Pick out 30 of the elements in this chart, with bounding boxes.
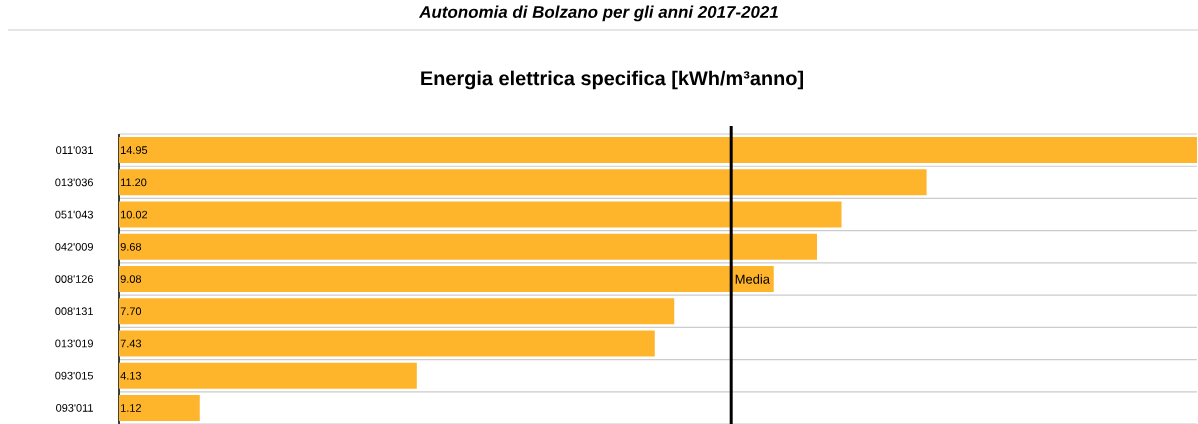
bar [119, 137, 1198, 164]
y-tick-label: 008'126 [55, 275, 93, 283]
bar [119, 330, 655, 357]
data-label: 9.08 [120, 275, 142, 283]
bar [119, 201, 842, 228]
bar [119, 298, 675, 325]
y-tick-label: 013'036 [55, 178, 93, 187]
chart-title: Energia elettrica specifica [kWh/m³anno] [421, 70, 803, 90]
y-tick-label: 013'019 [55, 339, 93, 348]
y-tick-label: 011'031 [56, 146, 93, 154]
y-tick-label: 093'011 [56, 404, 93, 412]
y-tick-label: 051'043 [55, 210, 93, 219]
bar [119, 169, 927, 196]
data-label: 7.70 [120, 307, 142, 316]
data-label: 11.20 [121, 178, 147, 187]
y-tick-label: 042'009 [55, 242, 93, 251]
data-label: 1.12 [121, 404, 141, 412]
data-label: 4.13 [120, 371, 142, 380]
bar [119, 266, 774, 292]
data-label: 14.95 [121, 146, 148, 154]
bar [119, 394, 200, 421]
y-tick-label: 008'131 [55, 307, 93, 316]
y-tick-label: 093'015 [55, 371, 93, 380]
data-label: 9.68 [120, 242, 142, 251]
ref-line-label: Media [735, 274, 770, 284]
data-label: 10.02 [121, 210, 148, 219]
bar [119, 233, 817, 260]
chart-subtitle: Autonomia di Bolzano per gli anni 2017-2021 [418, 5, 778, 22]
data-label: 7.43 [120, 339, 142, 348]
bar [119, 362, 417, 389]
